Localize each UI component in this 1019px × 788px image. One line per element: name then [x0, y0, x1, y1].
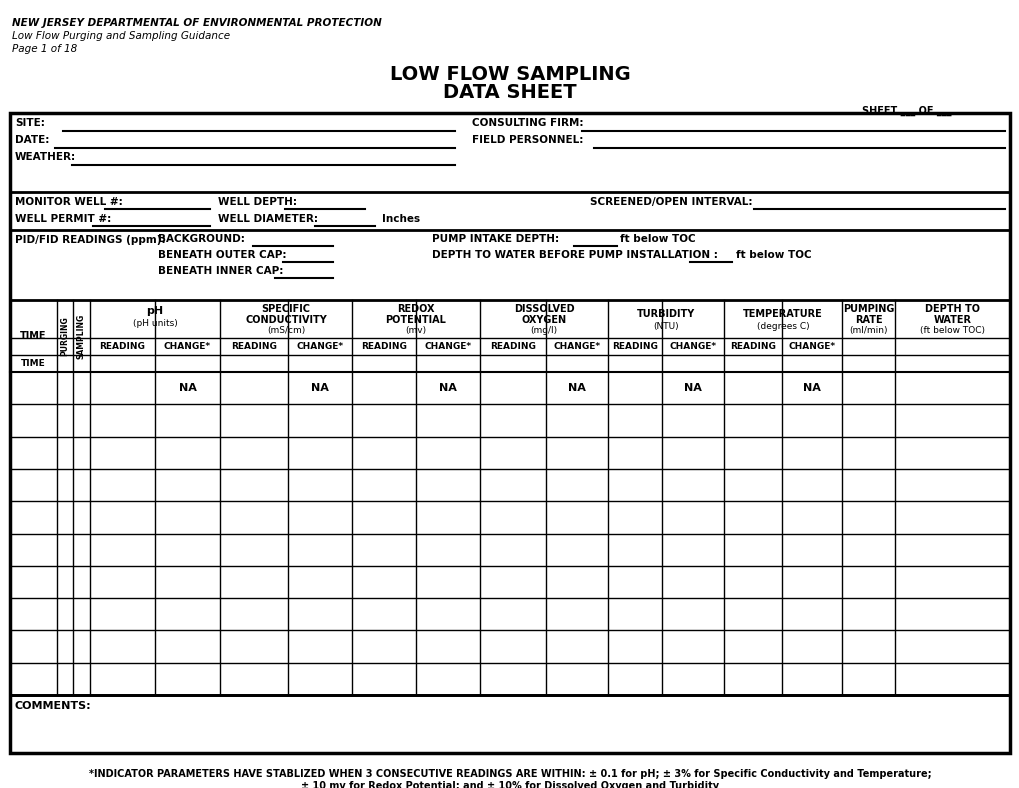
Text: TIME: TIME	[20, 331, 47, 341]
Text: (mS/cm): (mS/cm)	[267, 326, 305, 335]
Text: SPECIFIC: SPECIFIC	[261, 304, 310, 314]
Text: Page 1 of 18: Page 1 of 18	[12, 44, 77, 54]
Text: SITE:: SITE:	[15, 118, 45, 128]
Text: TURBIDITY: TURBIDITY	[636, 309, 694, 319]
Text: PUMPING: PUMPING	[842, 304, 894, 314]
Text: TIME: TIME	[21, 359, 46, 368]
Text: NA: NA	[802, 383, 820, 393]
Text: PID/FID READINGS (ppm):: PID/FID READINGS (ppm):	[15, 235, 165, 245]
Text: CHANGE*: CHANGE*	[297, 342, 343, 351]
Text: OXYGEN: OXYGEN	[521, 315, 566, 325]
Text: NA: NA	[311, 383, 328, 393]
Text: DATA SHEET: DATA SHEET	[442, 83, 577, 102]
Text: REDOX: REDOX	[396, 304, 434, 314]
Text: ft below TOC: ft below TOC	[736, 250, 811, 260]
Text: DEPTH TO: DEPTH TO	[924, 304, 979, 314]
Text: pH: pH	[147, 306, 163, 316]
Text: SCREENED/OPEN INTERVAL:: SCREENED/OPEN INTERVAL:	[589, 197, 752, 207]
Text: Inches: Inches	[382, 214, 420, 224]
Text: NEW JERSEY DEPARTMENTAL OF ENVIRONMENTAL PROTECTION: NEW JERSEY DEPARTMENTAL OF ENVIRONMENTAL…	[12, 18, 381, 28]
Text: BENEATH INNER CAP:: BENEATH INNER CAP:	[158, 266, 283, 276]
Text: CHANGE*: CHANGE*	[668, 342, 716, 351]
Text: CHANGE*: CHANGE*	[553, 342, 600, 351]
Text: WELL PERMIT #:: WELL PERMIT #:	[15, 214, 111, 224]
Text: READING: READING	[361, 342, 407, 351]
Text: RATE: RATE	[854, 315, 881, 325]
Text: WEATHER:: WEATHER:	[15, 152, 76, 162]
Text: CHANGE*: CHANGE*	[164, 342, 211, 351]
Text: LOW FLOW SAMPLING: LOW FLOW SAMPLING	[389, 65, 630, 84]
Text: NA: NA	[684, 383, 701, 393]
Text: Low Flow Purging and Sampling Guidance: Low Flow Purging and Sampling Guidance	[12, 31, 230, 41]
Text: READING: READING	[730, 342, 775, 351]
Text: FIELD PERSONNEL:: FIELD PERSONNEL:	[472, 135, 583, 145]
Text: (ft below TOC): (ft below TOC)	[919, 326, 984, 335]
Text: PUMP INTAKE DEPTH:: PUMP INTAKE DEPTH:	[432, 234, 558, 244]
Text: ± 10 mv for Redox Potential; and ± 10% for Dissolved Oxygen and Turbidity: ± 10 mv for Redox Potential; and ± 10% f…	[301, 781, 718, 788]
Text: NA: NA	[568, 383, 585, 393]
Text: DISSOLVED: DISSOLVED	[514, 304, 574, 314]
Text: (mg/l): (mg/l)	[530, 326, 557, 335]
Text: WATER: WATER	[932, 315, 970, 325]
Text: POTENTIAL: POTENTIAL	[385, 315, 446, 325]
Text: READING: READING	[611, 342, 657, 351]
Text: READING: READING	[100, 342, 146, 351]
Text: ft below TOC: ft below TOC	[620, 234, 695, 244]
Text: DEPTH TO WATER BEFORE PUMP INSTALLATION :: DEPTH TO WATER BEFORE PUMP INSTALLATION …	[432, 250, 717, 260]
Text: TEMPERATURE: TEMPERATURE	[743, 309, 822, 319]
Text: WELL DIAMETER:: WELL DIAMETER:	[218, 214, 318, 224]
Text: (NTU): (NTU)	[652, 322, 679, 331]
Text: SHEET ___ OF ___: SHEET ___ OF ___	[861, 106, 951, 117]
Text: DATE:: DATE:	[15, 135, 49, 145]
Text: MONITOR WELL #:: MONITOR WELL #:	[15, 197, 122, 207]
Text: CHANGE*: CHANGE*	[788, 342, 835, 351]
Text: (ml/min): (ml/min)	[849, 326, 887, 335]
Text: READING: READING	[231, 342, 277, 351]
Text: NA: NA	[178, 383, 197, 393]
Text: SAMPLING: SAMPLING	[76, 314, 86, 359]
Text: WELL DEPTH:: WELL DEPTH:	[218, 197, 297, 207]
Text: READING: READING	[489, 342, 535, 351]
Text: (degrees C): (degrees C)	[756, 322, 808, 331]
Text: NA: NA	[438, 383, 457, 393]
Text: BENEATH OUTER CAP:: BENEATH OUTER CAP:	[158, 250, 286, 260]
Text: CONSULTING FIRM:: CONSULTING FIRM:	[472, 118, 583, 128]
Text: *INDICATOR PARAMETERS HAVE STABLIZED WHEN 3 CONSECUTIVE READINGS ARE WITHIN: ± 0: *INDICATOR PARAMETERS HAVE STABLIZED WHE…	[89, 769, 930, 779]
Text: BACKGROUND:: BACKGROUND:	[158, 234, 245, 244]
Bar	[10, 113, 1009, 753]
Text: CONDUCTIVITY: CONDUCTIVITY	[245, 315, 326, 325]
Text: PURGING: PURGING	[60, 316, 69, 356]
Text: COMMENTS:: COMMENTS:	[15, 701, 92, 711]
Text: (pH units): (pH units)	[132, 319, 177, 328]
Text: CHANGE*: CHANGE*	[424, 342, 471, 351]
Text: (mv): (mv)	[405, 326, 426, 335]
